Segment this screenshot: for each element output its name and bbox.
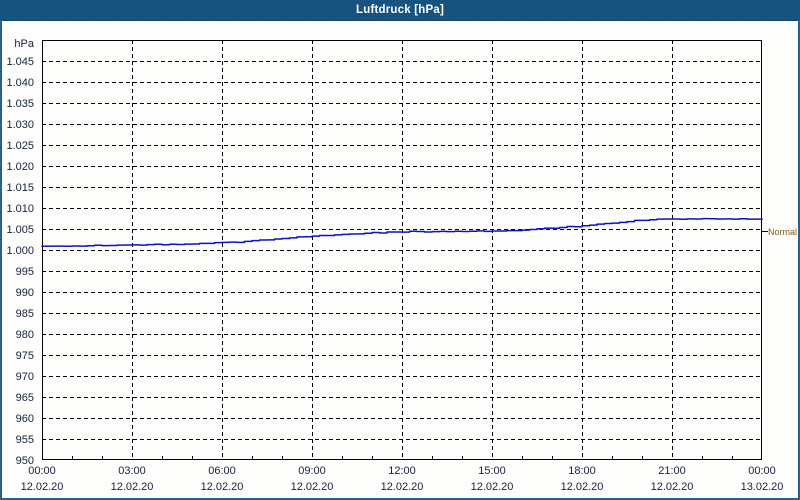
svg-text:1.000: 1.000 (6, 245, 34, 257)
svg-text:12.02.20: 12.02.20 (201, 481, 244, 493)
svg-text:955: 955 (16, 434, 34, 446)
svg-text:12:00: 12:00 (388, 465, 416, 477)
svg-text:21:00: 21:00 (658, 465, 686, 477)
svg-text:1.010: 1.010 (6, 203, 34, 215)
svg-text:Normal: Normal (768, 227, 797, 237)
svg-text:12.02.20: 12.02.20 (21, 481, 64, 493)
svg-text:1.025: 1.025 (6, 140, 34, 152)
svg-text:995: 995 (16, 266, 34, 278)
svg-text:1.045: 1.045 (6, 56, 34, 68)
svg-text:965: 965 (16, 392, 34, 404)
svg-text:1.015: 1.015 (6, 182, 34, 194)
svg-text:12.02.20: 12.02.20 (381, 481, 424, 493)
svg-text:985: 985 (16, 308, 34, 320)
svg-text:1.030: 1.030 (6, 119, 34, 131)
svg-text:970: 970 (16, 371, 34, 383)
svg-text:06:00: 06:00 (208, 465, 236, 477)
svg-text:03:00: 03:00 (118, 465, 146, 477)
svg-text:1.005: 1.005 (6, 224, 34, 236)
svg-text:12.02.20: 12.02.20 (111, 481, 154, 493)
svg-text:00:00: 00:00 (748, 465, 776, 477)
svg-text:18:00: 18:00 (568, 465, 596, 477)
svg-text:1.020: 1.020 (6, 161, 34, 173)
svg-text:1.040: 1.040 (6, 77, 34, 89)
svg-text:1.035: 1.035 (6, 98, 34, 110)
svg-text:12.02.20: 12.02.20 (471, 481, 514, 493)
svg-text:hPa: hPa (14, 38, 34, 50)
svg-text:12.02.20: 12.02.20 (561, 481, 604, 493)
svg-text:980: 980 (16, 329, 34, 341)
svg-text:990: 990 (16, 287, 34, 299)
svg-text:12.02.20: 12.02.20 (291, 481, 334, 493)
svg-text:00:00: 00:00 (28, 465, 56, 477)
svg-text:09:00: 09:00 (298, 465, 326, 477)
svg-text:12.02.20: 12.02.20 (651, 481, 694, 493)
svg-text:975: 975 (16, 350, 34, 362)
svg-text:15:00: 15:00 (478, 465, 506, 477)
svg-text:960: 960 (16, 413, 34, 425)
svg-text:13.02.20: 13.02.20 (741, 481, 784, 493)
